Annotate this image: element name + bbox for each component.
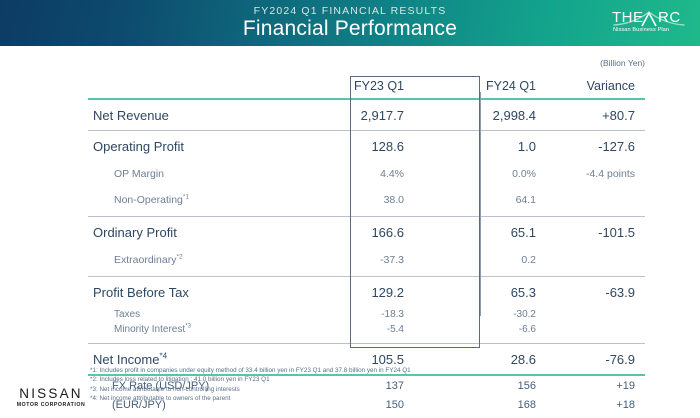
- row-fy23: 128.6: [371, 138, 404, 154]
- arc-wordmark: THE RC: [612, 9, 686, 27]
- divider-gray: [88, 276, 645, 277]
- row-variance: +80.7: [602, 107, 635, 123]
- row-fy24: -30.2: [513, 309, 536, 320]
- row-fy24: 65.3: [510, 284, 536, 300]
- divider-gray: [88, 216, 645, 217]
- divider-gray: [88, 130, 645, 131]
- financial-table: FY23 Q1 FY24 Q1 Variance Net Revenue 2,9…: [88, 74, 645, 414]
- table-row-fx: FX Rate (USD/JPY) 137 156 +19: [88, 376, 645, 395]
- table-row-sub: Taxes -18.3 -30.2: [88, 307, 645, 322]
- row-variance: -101.5: [598, 224, 635, 240]
- table-row-fx: (EUR/JPY) 150 168 +18: [88, 395, 645, 414]
- the-arc-logo: THE RC Nissan Business Plan: [612, 9, 686, 39]
- row-fy23: -5.4: [386, 324, 404, 335]
- arc-word-rc: RC: [658, 9, 681, 26]
- row-fy24: 2,998.4: [492, 107, 536, 123]
- row-fy23: -18.3: [381, 309, 404, 320]
- row-label: Non-Operating*1: [88, 194, 304, 206]
- slide-header: FY2024 Q1 FINANCIAL RESULTS Financial Pe…: [0, 0, 700, 46]
- row-label-text: Net Income: [93, 351, 160, 367]
- row-label: Taxes: [114, 309, 141, 320]
- row-variance: -76.9: [605, 351, 635, 367]
- row-footnote-marker: *1: [182, 193, 190, 201]
- footnote-1: *1: Includes profit in companies under e…: [90, 367, 411, 374]
- row-fy24: -6.6: [518, 324, 536, 335]
- row-fy24: 168: [517, 398, 536, 411]
- row-fy24: 156: [517, 379, 536, 392]
- row-footnote-marker: *2: [176, 253, 183, 261]
- arc-word-the: THE: [612, 9, 644, 26]
- row-label: Minority Interest*3: [88, 322, 304, 335]
- divider-green-top: [88, 98, 645, 100]
- row-label: Extraordinary*2: [88, 254, 304, 266]
- table-row-sub: Extraordinary*2 -37.3 0.2: [88, 247, 645, 273]
- table-row: Net Revenue 2,917.7 2,998.4 +80.7: [88, 100, 645, 130]
- nissan-logo: NISSAN MOTOR CORPORATION: [14, 386, 88, 408]
- row-variance: -4.4 points: [585, 168, 635, 180]
- row-fy24: 0.0%: [512, 168, 536, 180]
- row-fy23: 150: [385, 398, 404, 411]
- column-divider-right: [480, 92, 481, 316]
- row-label: Profit Before Tax: [93, 284, 189, 300]
- row-footnote-marker: *4: [159, 351, 168, 361]
- nissan-tagline: MOTOR CORPORATION: [16, 402, 86, 408]
- row-fy23: 137: [385, 379, 404, 392]
- row-footnote-marker: *3: [185, 322, 191, 330]
- column-divider-left: [350, 92, 351, 316]
- row-label-text: Non-Operating: [114, 194, 183, 206]
- row-variance: -127.6: [598, 138, 635, 154]
- divider-gray: [88, 343, 645, 344]
- footnote-4: *4: Net income attributable to owners of…: [90, 395, 231, 403]
- arc-tagline: Nissan Business Plan: [613, 27, 670, 33]
- row-label: OP Margin: [114, 168, 164, 180]
- footnote-2: *2: Includes loss related to litigation …: [90, 376, 270, 384]
- table-row: Ordinary Profit 166.6 65.1 -101.5: [88, 217, 645, 247]
- table-row-sub: Non-Operating*1 38.0 64.1: [88, 187, 645, 213]
- arc-swoosh-icon: [613, 11, 685, 27]
- row-fy23: -37.3: [380, 254, 404, 266]
- row-label: Ordinary Profit: [93, 224, 177, 240]
- table-row: Net Income*4 105.5 28.6 -76.9: [88, 344, 645, 374]
- table-row-sub: OP Margin 4.4% 0.0% -4.4 points: [88, 161, 645, 187]
- row-label-text: Extraordinary: [114, 254, 177, 266]
- row-label: Net Income*4: [88, 352, 304, 367]
- col-header-fy24: FY24 Q1: [485, 79, 536, 93]
- header-eyebrow: FY2024 Q1 FINANCIAL RESULTS: [253, 5, 447, 17]
- table-row-sub: Minority Interest*3 -5.4 -6.6: [88, 322, 645, 337]
- col-header-fy23: FY23 Q1: [353, 79, 404, 93]
- table-row: Operating Profit 128.6 1.0 -127.6: [88, 131, 645, 161]
- row-label: (EUR/JPY): [112, 398, 166, 411]
- row-label: Operating Profit: [93, 138, 185, 154]
- table-header-row: FY23 Q1 FY24 Q1 Variance: [88, 74, 645, 98]
- row-label-text: Minority Interest: [114, 324, 186, 335]
- row-fy23: 105.5: [371, 351, 404, 367]
- row-variance: -63.9: [605, 284, 635, 300]
- arc-wordmark-row: THE RC: [612, 9, 686, 27]
- row-fy24: 64.1: [515, 194, 536, 206]
- row-fy23: 38.0: [383, 194, 404, 206]
- row-fy24: 0.2: [521, 254, 536, 266]
- unit-note: (Billion Yen): [600, 58, 645, 68]
- footnotes: *1: Includes profit in companies under e…: [90, 366, 411, 404]
- row-variance: +18: [616, 398, 635, 411]
- row-fy23: 2,917.7: [360, 107, 404, 123]
- row-label: Net Revenue: [93, 107, 169, 123]
- col-header-variance: Variance: [586, 79, 635, 93]
- row-fy23: 4.4%: [380, 168, 404, 180]
- divider-green-bottom: [88, 374, 645, 376]
- row-fy23: 129.2: [371, 284, 404, 300]
- nissan-wordmark: NISSAN: [19, 386, 83, 401]
- row-fy23: 166.6: [371, 224, 404, 240]
- row-fy24: 65.1: [510, 224, 536, 240]
- footnote-3: *3: Net income attributable to non-contr…: [90, 385, 240, 393]
- row-fy24: 1.0: [517, 138, 536, 154]
- table-row: Profit Before Tax 129.2 65.3 -63.9: [88, 277, 645, 307]
- row-label: FX Rate (USD/JPY): [112, 379, 210, 392]
- row-fy24: 28.6: [510, 351, 536, 367]
- row-variance: +19: [616, 379, 635, 392]
- page-title: Financial Performance: [242, 17, 458, 40]
